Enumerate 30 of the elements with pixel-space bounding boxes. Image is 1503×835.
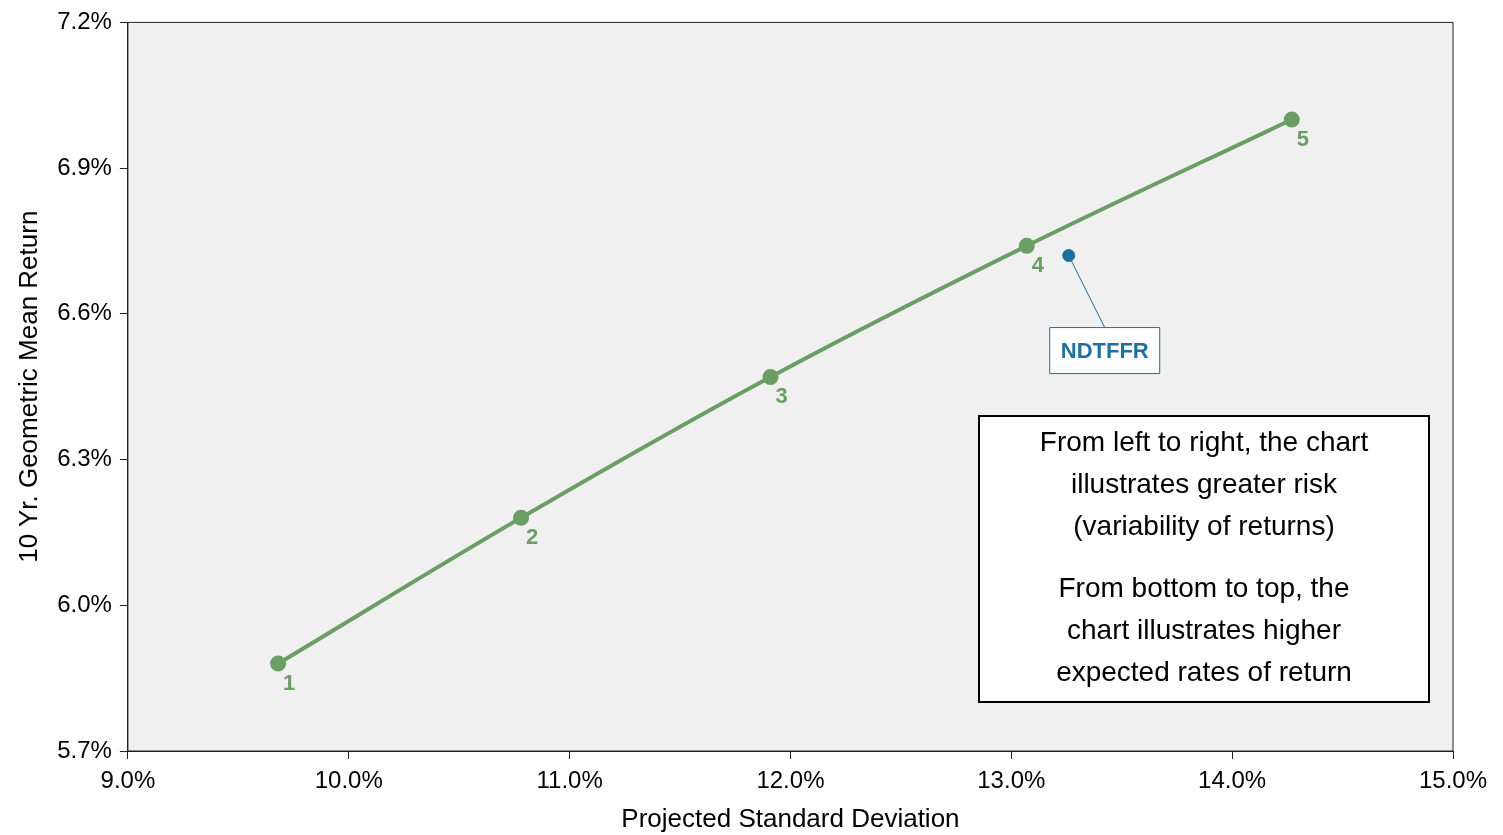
- text-box: From left to right, the chart illustrates greater risk (variability of returns) From bottom to top, the chart illustrates higher expected rates of return: [978, 415, 1430, 703]
- annotation: 5: [1296, 125, 1310, 151]
- point: [762, 368, 779, 385]
- annotation: 4: [1031, 251, 1045, 277]
- y-tick-label: 6.6%: [57, 298, 112, 326]
- x-tick-label: 12.0%: [756, 766, 825, 794]
- y-tick-label: 6.9%: [57, 152, 112, 180]
- x-tick-label: 11.0%: [536, 766, 603, 794]
- annotation: 3: [775, 383, 788, 409]
- x-tick-label: 9.0%: [100, 766, 156, 794]
- annotation: From left to right, the chart illustrates greater risk (variability of returns): [1038, 425, 1370, 543]
- x-tick-label: 14.0%: [1198, 766, 1267, 794]
- annotation: From bottom to top, the chart illustrates higher expected rates of return: [1055, 571, 1353, 689]
- point: [1283, 111, 1300, 128]
- point: [270, 655, 287, 672]
- y-tick-label: 7.2%: [57, 7, 112, 35]
- annotation: 2: [526, 523, 539, 549]
- x-axis-title: Projected Standard Deviation: [621, 802, 960, 833]
- x-tick-label: 13.0%: [977, 766, 1046, 794]
- x-tick-label: 15.0%: [1418, 766, 1488, 794]
- y-tick-label: 5.7%: [57, 735, 112, 763]
- point: [1062, 249, 1076, 263]
- y-tick-label: 6.3%: [57, 444, 112, 472]
- annotation: 1: [283, 669, 296, 695]
- point: [1018, 237, 1035, 254]
- point: [513, 509, 530, 526]
- text: NDTFFR: [1060, 337, 1149, 363]
- y-tick-label: 6.0%: [57, 589, 112, 617]
- x-tick-label: 10.0%: [314, 766, 383, 794]
- y-axis-title: 10 Yr. Geometric Mean Return: [12, 210, 43, 563]
